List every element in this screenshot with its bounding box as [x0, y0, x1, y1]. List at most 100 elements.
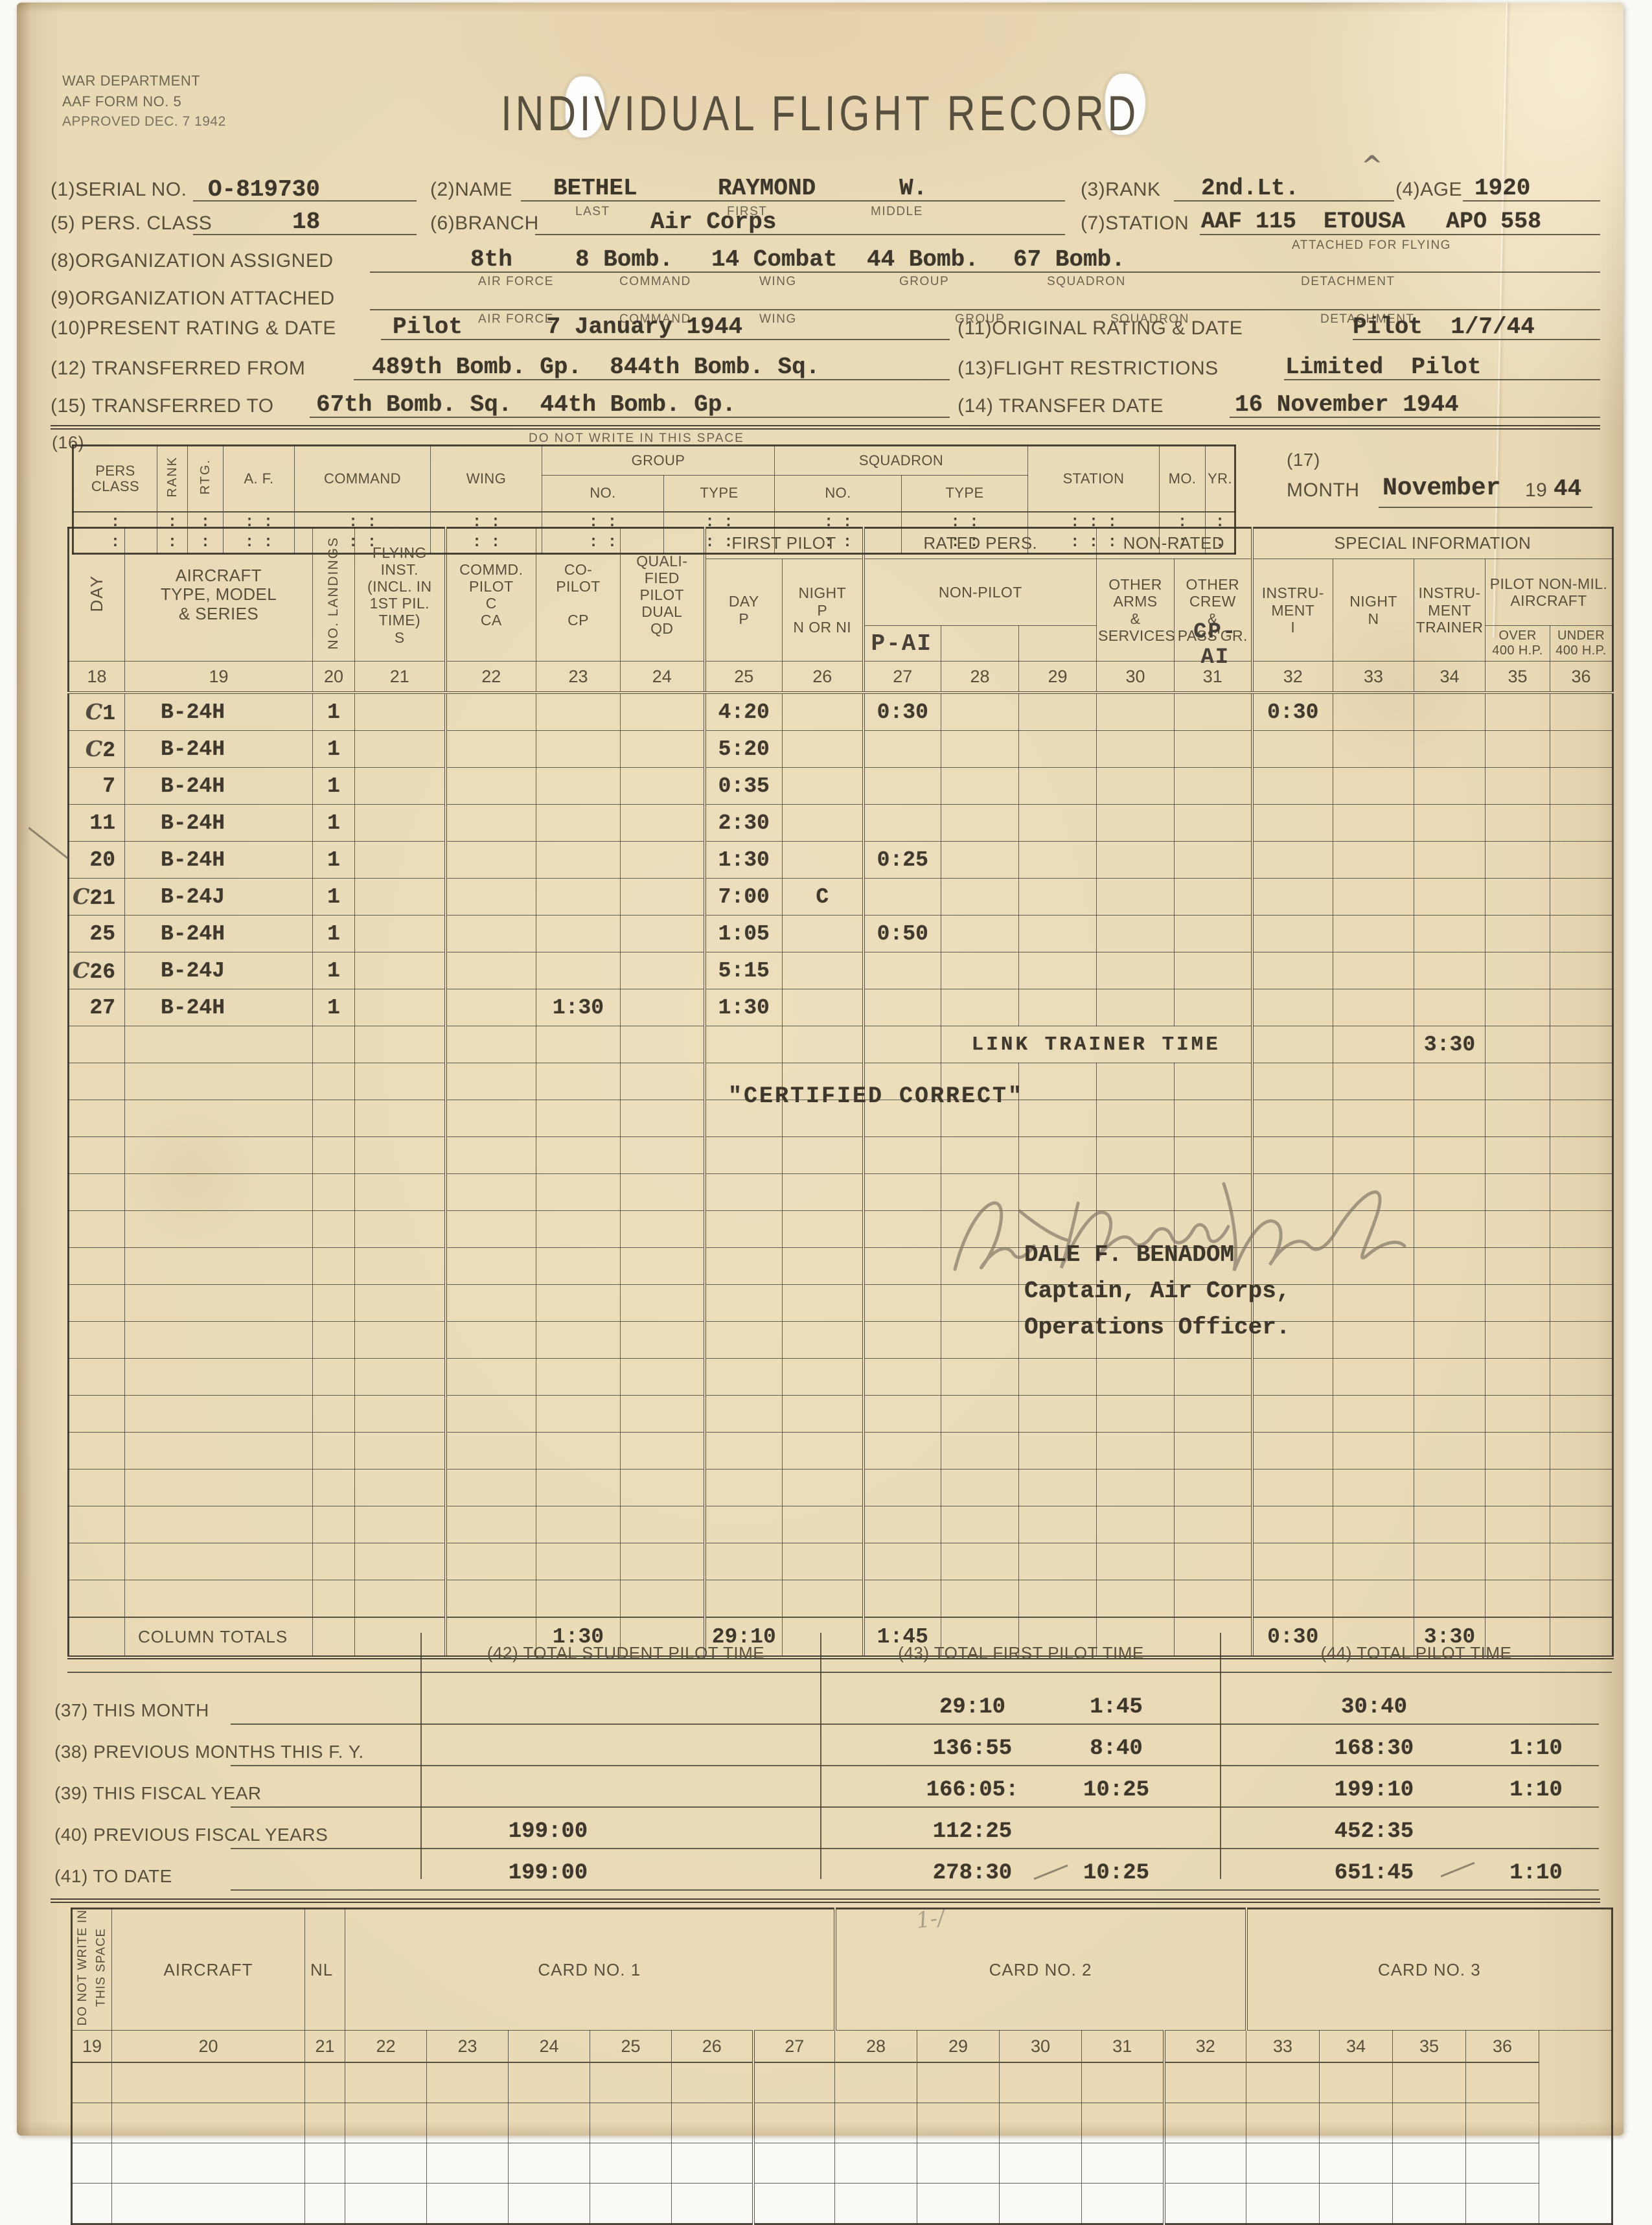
- signer-typed-title: Captain, Air Corps,: [1024, 1278, 1291, 1304]
- flight-cell-col32: [1250, 952, 1334, 990]
- flight-cell-col23: [536, 1580, 621, 1618]
- row-num: (38): [54, 1742, 88, 1762]
- field-label: TRANSFERRED FROM: [91, 358, 306, 379]
- flight-cell-col24: [620, 1100, 705, 1138]
- flight-cell-col31: [1174, 767, 1253, 805]
- flight-cell-col34: 3:30: [1414, 1617, 1486, 1660]
- flight-cell-col23: [536, 767, 621, 805]
- field-num: (12): [51, 358, 87, 379]
- flight-cell-col30: [1096, 1469, 1175, 1507]
- flight-cell-col36: [1550, 1173, 1614, 1212]
- flight-cell-col29: [1018, 952, 1097, 990]
- flight-cell-col23: [536, 1506, 621, 1544]
- flight-cell-col21: [354, 1026, 446, 1064]
- underline: [193, 234, 417, 235]
- flight-cell-col22: [444, 1506, 536, 1544]
- flight-cell-col21: [354, 878, 446, 916]
- col-squadron: SQUADRON: [774, 445, 1029, 476]
- flight-row-day-11: 11 B-24H 1 2:30: [68, 804, 1614, 842]
- flight-cell-col35: [1485, 989, 1551, 1027]
- row-label: PREVIOUS MONTHS THIS F. Y.: [93, 1742, 364, 1762]
- flight-cell-col31: [1174, 1063, 1253, 1101]
- field-age-label: (4)AGE: [1395, 179, 1462, 201]
- flight-cell-col22: [444, 915, 536, 953]
- flight-cell-col33: [1333, 1543, 1415, 1581]
- flight-cell-col25: [703, 1321, 783, 1359]
- card-cell-col30: [999, 2143, 1083, 2184]
- card-cell-col29: 29: [917, 2030, 1000, 2064]
- flight-cell-col29: [1018, 989, 1097, 1027]
- flight-cell-col22: [444, 1284, 536, 1322]
- column-totals-row: COLUMN TOTALS 1:30 29:10 1:45 0:30 3:30: [68, 1617, 1614, 1660]
- flight-cell-col26: [781, 1432, 864, 1470]
- flight-cell-col18: [68, 1026, 125, 1064]
- flight-cell-col27: [862, 730, 942, 768]
- row39-first-a: 166:05:: [926, 1778, 1019, 1803]
- col-other-arms: OTHER ARMS & SERVICES: [1096, 558, 1175, 662]
- flight-cell-col21: [354, 952, 446, 990]
- flight-cell-col23: [536, 1284, 621, 1322]
- flight-cell-col32: [1250, 1063, 1334, 1101]
- flight-cell-col34: [1414, 1469, 1486, 1507]
- flight-cell-col31: [1174, 1284, 1253, 1322]
- sub-first: FIRST: [727, 205, 768, 218]
- flight-cell-col30: [1096, 1395, 1175, 1433]
- flight-cell-col27: 0:25: [862, 841, 942, 879]
- flight-cell-col25: [703, 1580, 783, 1618]
- flight-cell-col22: [444, 804, 536, 842]
- org-assigned-command: 8 Bomb.: [575, 246, 674, 273]
- flight-cell-col36: [1550, 1395, 1614, 1433]
- flight-cell-col28: [941, 915, 1020, 953]
- flight-cell-col26: [781, 915, 864, 953]
- flight-cell-col27: [862, 1432, 942, 1470]
- flight-cell-col28: 28: [941, 661, 1020, 695]
- flight-cell-col20: [312, 1136, 355, 1175]
- card-cell-col35: [1392, 2103, 1467, 2144]
- flight-cell-col36: [1550, 1063, 1614, 1101]
- flight-cell-col20: [312, 1469, 355, 1507]
- totals-header-rule: [67, 1672, 1612, 1673]
- flight-cell-col32: 0:30: [1250, 692, 1334, 732]
- flight-cell-col34: [1414, 1247, 1486, 1285]
- underline: [354, 379, 950, 380]
- flight-cell-col36: [1550, 1543, 1614, 1581]
- flight-cell-col32: [1250, 841, 1334, 879]
- card-cell-col22: [345, 2143, 427, 2184]
- flight-cell-col18: 20: [68, 841, 125, 879]
- empty-grid-row: [68, 1136, 1614, 1175]
- flight-cell-col30: [1096, 989, 1175, 1027]
- card-empty-row: [71, 2183, 1612, 2225]
- flight-cell-col27: [862, 1284, 942, 1322]
- card-cell-col31: [1081, 2062, 1165, 2104]
- card-number-row: 19 20 21 22 23 24 25 26 27 28 29 30 31 32 33 34 35 36: [71, 2030, 1612, 2064]
- flight-cell-col21: 21: [354, 661, 446, 695]
- flight-cell-col31: [1174, 878, 1253, 916]
- flight-cell-col21: [354, 1210, 446, 1249]
- flight-cell-col36: [1550, 767, 1614, 805]
- empty-grid-row: [68, 1210, 1614, 1249]
- flight-cell-col29: [1018, 1469, 1097, 1507]
- flight-cell-col35: [1485, 1136, 1551, 1175]
- flight-cell-col31: [1174, 1395, 1253, 1433]
- flight-cell-col22: [444, 767, 536, 805]
- flight-cell-col19: [124, 1136, 313, 1175]
- page-title: INDIVIDUAL FLIGHT RECORD: [501, 86, 1140, 141]
- flight-cell-col20: [312, 1395, 355, 1433]
- sub-air-force: AIR FORCE: [478, 275, 554, 288]
- month-year-value: 44: [1554, 476, 1582, 502]
- flight-cell-col27: [862, 878, 942, 916]
- col-station: STATION: [1027, 445, 1160, 512]
- flight-cell-col34: [1414, 804, 1486, 842]
- flight-cell-col36: [1550, 730, 1614, 768]
- flight-cell-col36: [1550, 989, 1614, 1027]
- flight-cell-col19: [124, 1026, 313, 1064]
- field-label: ORIGINAL RATING & DATE: [992, 317, 1243, 339]
- card-cell-col24: [508, 2143, 590, 2184]
- flight-cell-col24: [620, 1173, 705, 1212]
- row37-label: (37) THIS MONTH: [54, 1700, 209, 1721]
- flight-cell-col30: [1096, 952, 1175, 990]
- flight-cell-col27: [862, 1136, 942, 1175]
- flight-cell-col27: [862, 1395, 942, 1433]
- card-cell-col33: [1246, 2062, 1320, 2104]
- name-middle: W.: [899, 175, 928, 202]
